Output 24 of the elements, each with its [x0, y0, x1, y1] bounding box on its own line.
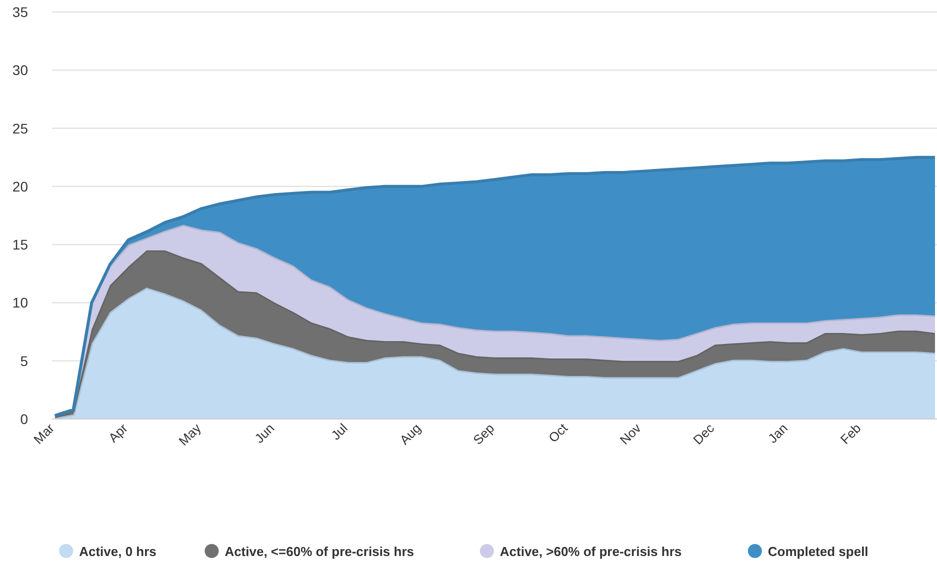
x-tick-label: Jan: [765, 420, 790, 446]
x-tick-label: Jun: [252, 420, 278, 446]
y-tick-label: 0: [20, 411, 28, 427]
legend-label: Active, <=60% of pre-crisis hrs: [224, 544, 414, 559]
x-tick-label: Apr: [106, 420, 131, 446]
y-tick-label: 20: [12, 178, 28, 194]
x-tick-label: Nov: [616, 420, 644, 448]
x-tick-label: Feb: [837, 420, 864, 447]
y-tick-label: 10: [12, 294, 28, 311]
y-tick-label: 35: [12, 4, 28, 20]
y-tick-label: 30: [12, 62, 28, 78]
x-tick-label: Aug: [396, 420, 424, 448]
y-tick-label: 5: [20, 352, 28, 369]
x-tick-label: Dec: [690, 420, 718, 448]
legend-label: Completed spell: [768, 544, 868, 559]
x-tick-label: Sep: [470, 420, 498, 448]
y-tick-label: 15: [12, 236, 28, 253]
x-tick-label: Oct: [546, 420, 571, 446]
legend-label: Active, >60% of pre-crisis hrs: [500, 544, 682, 559]
x-tick-label: Mar: [30, 420, 58, 447]
x-tick-label: Jul: [328, 420, 351, 443]
y-tick-label: 25: [12, 120, 28, 136]
legend-label: Active, 0 hrs: [79, 544, 156, 559]
x-tick-label: May: [176, 420, 204, 448]
